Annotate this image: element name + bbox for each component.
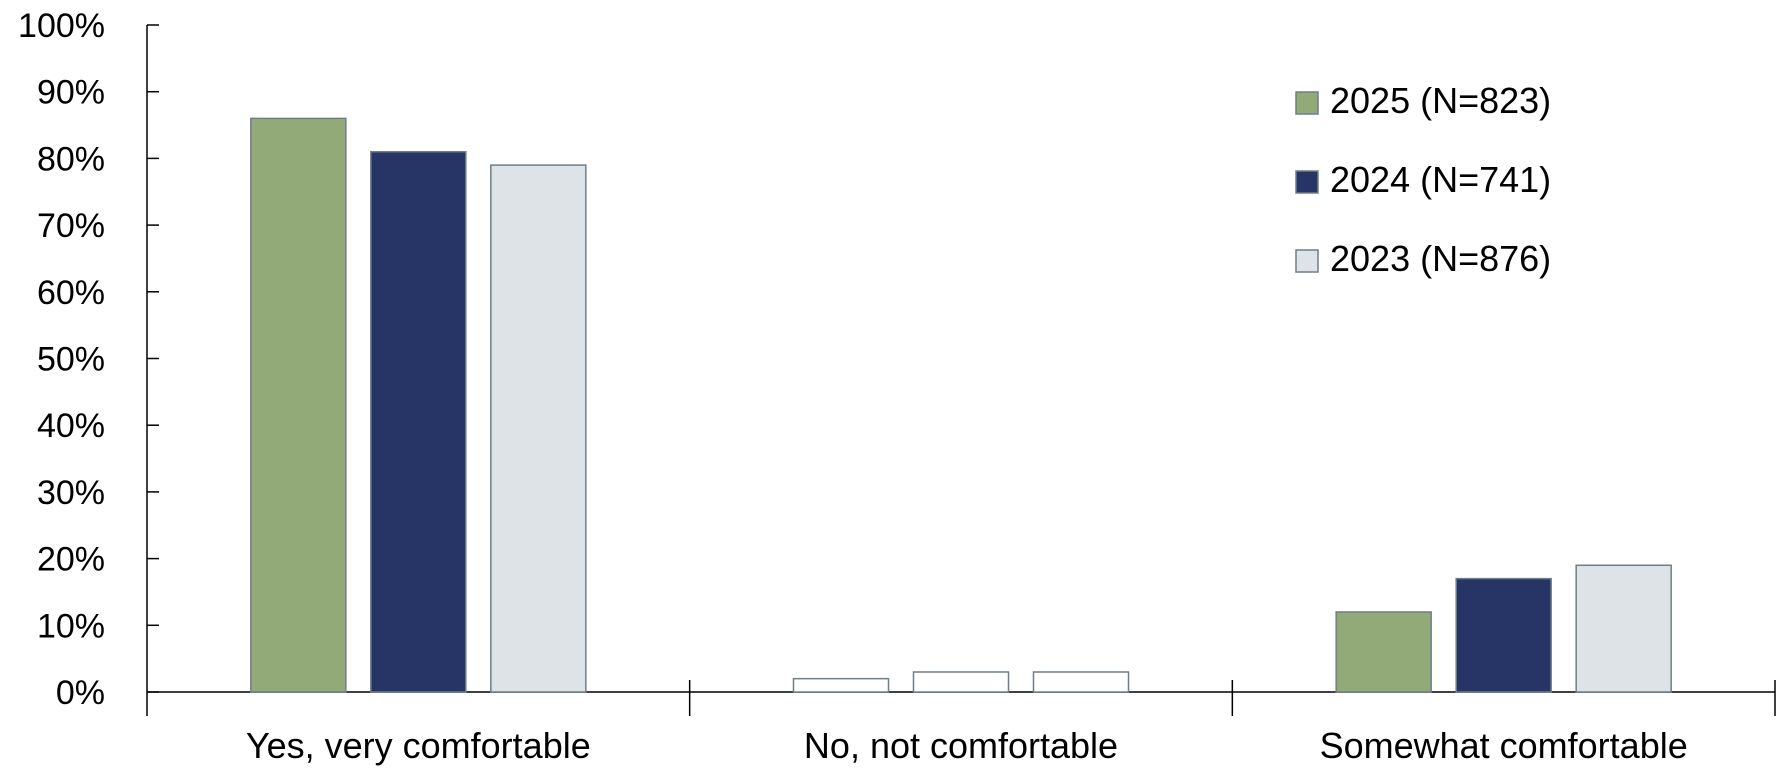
bar [1032,671,1130,693]
bar [1575,564,1672,693]
legend-label: 2024 (N=741) [1330,159,1551,200]
y-tick-label: 80% [37,140,105,178]
y-tick-label: 90% [37,74,105,112]
bar [912,671,1010,693]
bar [1335,611,1432,693]
y-tick-label: 20% [37,541,105,579]
legend: 2025 (N=823) 2024 (N=741) 2023 (N=876) [1295,80,1551,279]
bars [250,117,1672,693]
legend-label: 2025 (N=823) [1330,80,1551,121]
y-tick-label: 10% [37,607,105,645]
bar [250,117,347,693]
y-tick-label: 50% [37,341,105,379]
bar [490,164,587,693]
bar [1455,577,1552,693]
bar [370,150,467,693]
y-tick-label: 60% [37,274,105,312]
y-tick-label: 100% [18,7,105,45]
y-tick-label: 0% [56,674,105,712]
y-tick-label: 40% [37,407,105,445]
x-category-label: Somewhat comfortable [1320,725,1688,766]
x-category-label: Yes, very comfortable [246,725,591,766]
category-labels: Yes, very comfortable No, not comfortable… [246,725,1688,766]
legend-swatch [1295,249,1319,273]
y-tick-labels: 0% 10% 20% 30% 40% 50% 60% 70% 80% 90% 100% [18,7,105,712]
x-category-label: No, not comfortable [804,725,1118,766]
bar [792,677,890,693]
y-tick-label: 30% [37,474,105,512]
legend-swatch [1295,91,1319,115]
y-tick-label: 70% [37,207,105,245]
legend-label: 2023 (N=876) [1330,238,1551,279]
legend-swatch [1295,170,1319,194]
